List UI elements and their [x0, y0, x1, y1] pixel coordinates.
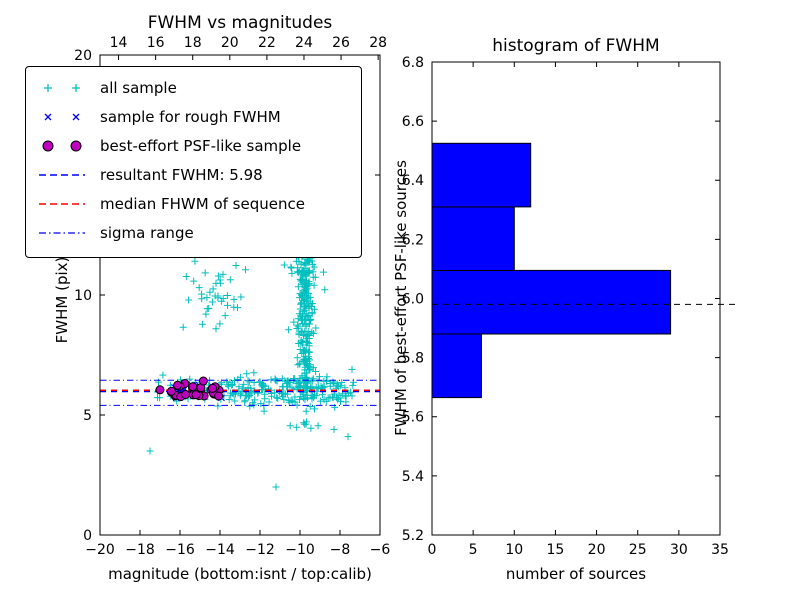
- right-plot-frame: [431, 61, 721, 536]
- tick-label: −18: [125, 542, 155, 558]
- legend: all sample sample for rough FWHM best-ef…: [25, 66, 362, 258]
- reference-lines: [100, 379, 380, 406]
- tick-label: 5: [469, 542, 478, 558]
- tick-label: 28: [369, 35, 387, 51]
- tick-label: 0: [428, 542, 437, 558]
- legend-item-rough-fwhm-sample: sample for rough FWHM: [36, 102, 361, 131]
- tick-label: 25: [629, 542, 647, 558]
- histogram-bars: [431, 142, 672, 399]
- dashed-line-icon: [39, 202, 85, 205]
- legend-item-sigma-range: sigma range: [36, 218, 361, 247]
- tick-label: 5: [83, 408, 92, 424]
- tick-label: 6.4: [402, 173, 424, 189]
- circle-marker-icon: [42, 140, 82, 151]
- plus-marker-icon: [44, 83, 80, 92]
- tick-label: 22: [258, 35, 276, 51]
- x-marker-icon: [44, 113, 80, 120]
- series-circle: [155, 376, 224, 402]
- tick-label: 6.0: [402, 291, 424, 307]
- tick-label: 5.4: [402, 469, 424, 485]
- legend-label: all sample: [100, 78, 177, 97]
- tick-label: 35: [711, 542, 729, 558]
- tick-label: −8: [330, 542, 351, 558]
- tick-label: −14: [205, 542, 235, 558]
- tick-label: 5.8: [402, 351, 424, 367]
- tick-label: −20: [85, 542, 115, 558]
- legend-label: sigma range: [100, 223, 194, 242]
- histogram-bar: [431, 206, 515, 271]
- tick-label: 5.6: [402, 410, 424, 426]
- tick-label: 20: [221, 35, 239, 51]
- tick-label: 0: [83, 528, 92, 544]
- histogram-bar: [431, 269, 672, 335]
- tick-label: 16: [147, 35, 165, 51]
- histogram-bar: [431, 142, 532, 208]
- tick-label: 18: [184, 35, 202, 51]
- tick-label: 26: [332, 35, 350, 51]
- tick-label: 20: [588, 542, 606, 558]
- legend-item-psf-sample: best-effort PSF-like sample: [36, 131, 361, 160]
- tick-label: 20: [74, 48, 92, 64]
- tick-label: 30: [670, 542, 688, 558]
- left-plot-frame: [99, 54, 381, 536]
- tick-label: 10: [74, 288, 92, 304]
- legend-label: sample for rough FWHM: [100, 107, 281, 126]
- right-yaxis-label: FWHM of best-effort PSF-like sources: [392, 160, 410, 436]
- tick-label: 14: [110, 35, 128, 51]
- legend-item-resultant-fwhm: resultant FWHM: 5.98: [36, 160, 361, 189]
- tick-label: 6.2: [402, 232, 424, 248]
- tick-label: −6: [370, 542, 391, 558]
- legend-item-median-fwhm: median FHWM of sequence: [36, 189, 361, 218]
- tick-label: 5.2: [402, 528, 424, 544]
- dashed-line-icon: [39, 173, 85, 176]
- legend-label: median FHWM of sequence: [100, 194, 305, 213]
- right-chart-title: histogram of FWHM: [492, 36, 660, 56]
- right-xaxis-label: number of sources: [505, 565, 647, 583]
- tick-label: 15: [547, 542, 565, 558]
- tick-label: −16: [165, 542, 195, 558]
- left-chart-title: FWHM vs magnitudes: [147, 13, 333, 33]
- legend-label: best-effort PSF-like sample: [100, 136, 302, 155]
- tick-label: 6.6: [402, 114, 424, 130]
- histogram-bar: [431, 333, 482, 399]
- tick-label: 24: [295, 35, 313, 51]
- tick-labels: −20 −18 −16 −14 −12 −10 −8 −614 16 18 20 22 24 26 2805…: [74, 35, 729, 558]
- tick-label: 10: [505, 542, 523, 558]
- legend-item-all-sample: all sample: [36, 73, 361, 102]
- tick-label: −12: [245, 542, 275, 558]
- tick-label: 6.8: [402, 55, 424, 71]
- dashdot-line-icon: [39, 231, 85, 234]
- tick-label: −10: [285, 542, 315, 558]
- left-xaxis-label: magnitude (bottom:isnt / top:calib): [108, 565, 372, 583]
- legend-label: resultant FWHM: 5.98: [100, 165, 263, 184]
